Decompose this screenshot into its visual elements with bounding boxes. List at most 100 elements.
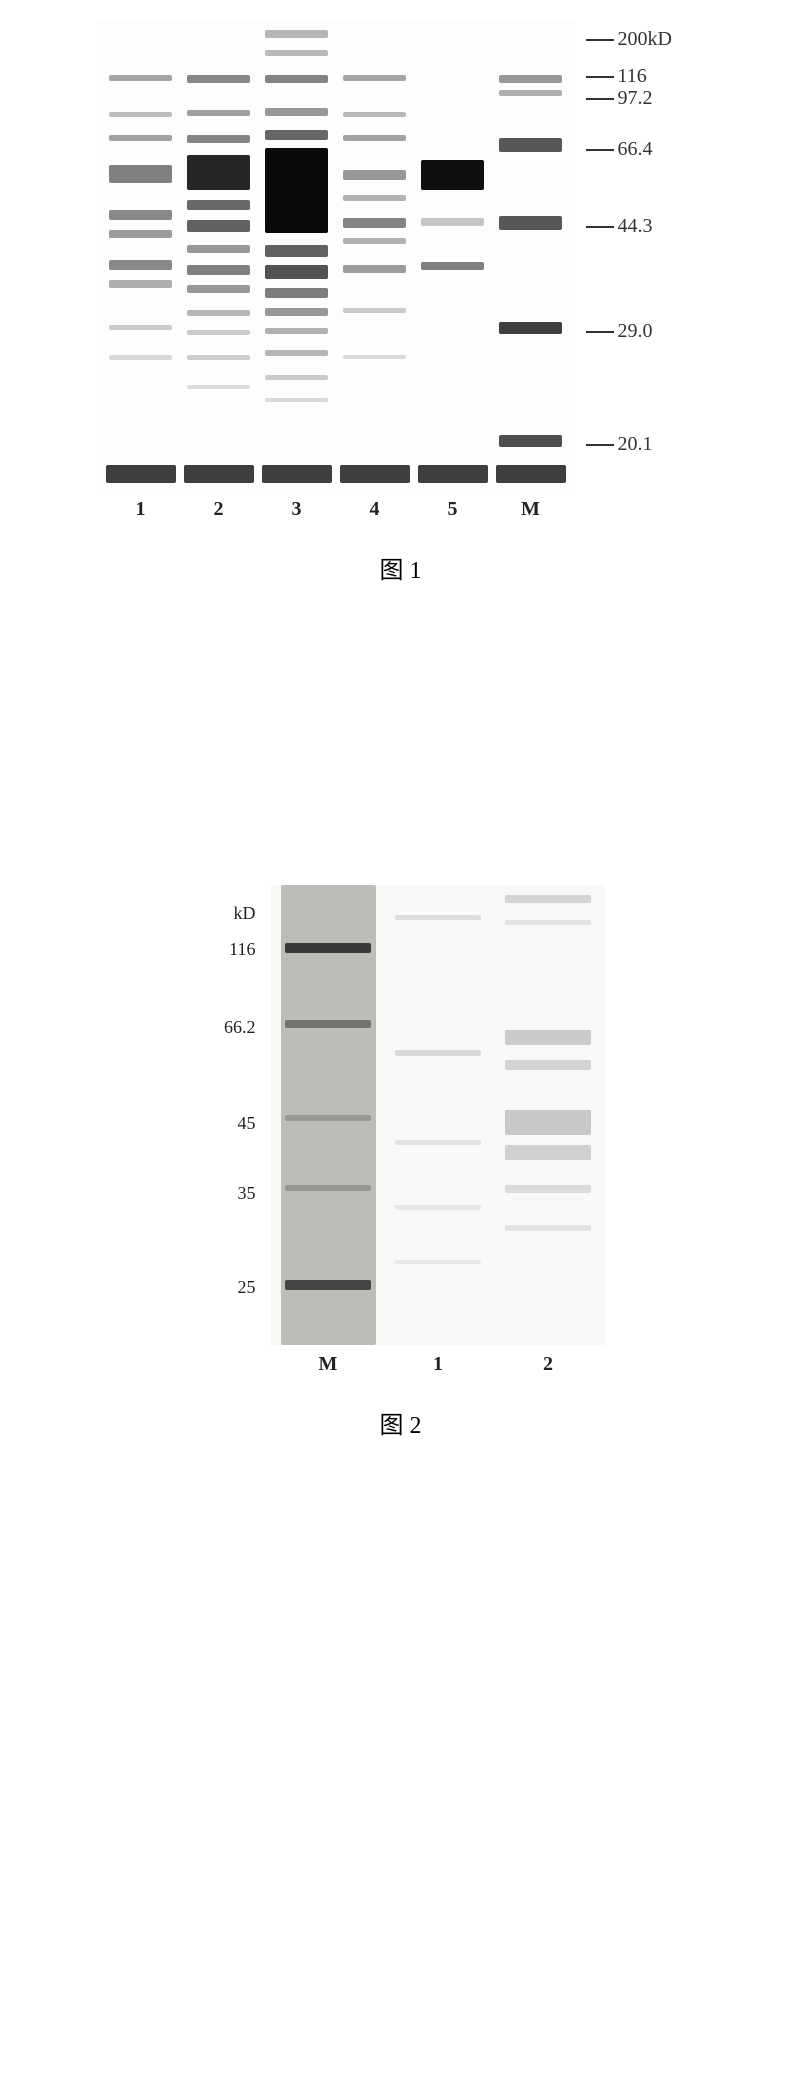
gel-band (265, 328, 328, 334)
gel-band (421, 160, 484, 190)
gel-band (187, 75, 250, 83)
gel-band (285, 1280, 371, 1290)
gel-band (187, 245, 250, 253)
marker-label: 35 (196, 1183, 256, 1204)
gel-lane (501, 885, 596, 1345)
marker-label: 97.2 (586, 87, 653, 110)
gel-band (340, 465, 410, 483)
gel-band (265, 75, 328, 83)
lane-label: 5 (418, 498, 488, 521)
marker-label: 116 (586, 65, 647, 88)
gel-band (187, 330, 250, 335)
gel-lane (418, 20, 488, 490)
figure2-caption: 图 2 (380, 1405, 422, 1440)
gel-band (499, 216, 562, 230)
lane-label: M (281, 1353, 376, 1376)
figure2-wrapper: kD11666.2453525 M12 (196, 885, 606, 1385)
gel-band (285, 1115, 371, 1121)
gel-band (187, 385, 250, 389)
gel-band (265, 288, 328, 298)
gel-band (343, 195, 406, 201)
gel-band (395, 1205, 481, 1210)
gel-band (499, 322, 562, 334)
gel-band (505, 1030, 591, 1045)
gel-band (109, 280, 172, 288)
gel-band (505, 895, 591, 903)
gel-band (343, 238, 406, 244)
gel-lane (184, 20, 254, 490)
gel-band (285, 1185, 371, 1191)
gel-band (109, 75, 172, 81)
marker-label: 25 (196, 1277, 256, 1298)
gel-band (505, 1060, 591, 1070)
gel-lane (496, 20, 566, 490)
figure2-gel (271, 885, 606, 1345)
gel-band (395, 1140, 481, 1145)
figure1-wrapper: 200kD11697.266.444.329.020.1 12345M (96, 20, 706, 530)
gel-band (499, 138, 562, 152)
gel-band (265, 375, 328, 380)
gel-band (285, 1020, 371, 1028)
gel-band (499, 435, 562, 447)
gel-band (109, 230, 172, 238)
gel-lane (106, 20, 176, 490)
gel-band (505, 1110, 591, 1135)
gel-band (187, 220, 250, 232)
gel-band (343, 75, 406, 81)
gel-band (187, 110, 250, 116)
gel-band (265, 50, 328, 56)
lane-label: 2 (184, 498, 254, 521)
marker-label: 116 (196, 939, 256, 960)
gel-band (262, 465, 332, 483)
lane-label: 1 (106, 498, 176, 521)
gel-band (187, 135, 250, 143)
gel-band (184, 465, 254, 483)
gel-band (109, 135, 172, 141)
gel-band (109, 355, 172, 360)
gel-lane (281, 885, 376, 1345)
gel-band (395, 915, 481, 920)
lane-label: M (496, 498, 566, 521)
gel-band (343, 218, 406, 228)
gel-band (265, 265, 328, 279)
gel-band (265, 350, 328, 356)
page-container: 200kD11697.266.444.329.020.1 12345M 图 1 … (0, 0, 801, 1440)
figure1-gel (96, 20, 576, 490)
gel-band (109, 325, 172, 330)
gel-band (421, 262, 484, 270)
marker-label: 29.0 (586, 320, 653, 343)
marker-label: 45 (196, 1113, 256, 1134)
gel-band (343, 170, 406, 180)
gel-band (265, 148, 328, 233)
gel-band (343, 135, 406, 141)
gel-band (505, 1185, 591, 1193)
gel-band (395, 1050, 481, 1056)
gel-band (343, 355, 406, 359)
gel-band (187, 265, 250, 275)
gel-band (187, 285, 250, 293)
gel-band (505, 920, 591, 925)
gel-lane (340, 20, 410, 490)
gel-band (265, 245, 328, 257)
gel-band (106, 465, 176, 483)
gel-band (499, 75, 562, 83)
gel-band (395, 1260, 481, 1264)
gel-band (496, 465, 566, 483)
marker-label: 66.2 (196, 1017, 256, 1038)
gel-band (187, 200, 250, 210)
marker-label: 20.1 (586, 433, 653, 456)
gel-band (343, 112, 406, 117)
marker-label: 44.3 (586, 215, 653, 238)
gel-band (187, 155, 250, 190)
marker-label: 66.4 (586, 138, 653, 161)
gel-band (187, 355, 250, 360)
gel-lane (262, 20, 332, 490)
gel-band (265, 30, 328, 38)
gel-band (343, 265, 406, 273)
gel-lane (391, 885, 486, 1345)
gel-band (109, 165, 172, 183)
lane-label: 1 (391, 1353, 486, 1376)
gel-band (265, 398, 328, 402)
gel-band (285, 943, 371, 953)
marker-label: 200kD (586, 28, 672, 51)
